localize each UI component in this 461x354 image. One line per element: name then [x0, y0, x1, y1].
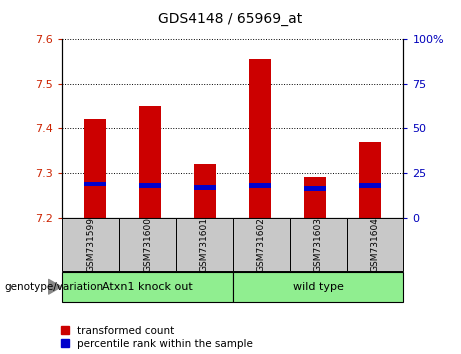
- Bar: [249, 183, 272, 188]
- Bar: [347, 218, 403, 271]
- Bar: [360, 142, 381, 218]
- Bar: [84, 182, 106, 187]
- Bar: [139, 106, 161, 218]
- Bar: [84, 119, 106, 218]
- Text: GSM731604: GSM731604: [371, 217, 379, 272]
- Text: GSM731601: GSM731601: [200, 217, 209, 272]
- Bar: [233, 272, 403, 302]
- Text: GSM731602: GSM731602: [257, 217, 266, 272]
- Legend: transformed count, percentile rank within the sample: transformed count, percentile rank withi…: [60, 326, 253, 349]
- Bar: [139, 183, 161, 188]
- Bar: [290, 218, 347, 271]
- Bar: [194, 164, 216, 218]
- Polygon shape: [48, 279, 61, 294]
- Bar: [304, 187, 326, 191]
- Bar: [176, 218, 233, 271]
- Bar: [360, 183, 381, 188]
- Bar: [249, 59, 272, 218]
- Text: GSM731599: GSM731599: [86, 217, 95, 272]
- Text: Atxn1 knock out: Atxn1 knock out: [102, 281, 193, 292]
- Text: GSM731600: GSM731600: [143, 217, 152, 272]
- Text: genotype/variation: genotype/variation: [5, 282, 104, 292]
- Text: wild type: wild type: [293, 281, 343, 292]
- Bar: [62, 272, 233, 302]
- Text: GSM731603: GSM731603: [313, 217, 323, 272]
- Text: GDS4148 / 65969_at: GDS4148 / 65969_at: [159, 12, 302, 27]
- Bar: [119, 218, 176, 271]
- Bar: [194, 185, 216, 189]
- Bar: [233, 218, 290, 271]
- Bar: [304, 177, 326, 218]
- Bar: [62, 218, 119, 271]
